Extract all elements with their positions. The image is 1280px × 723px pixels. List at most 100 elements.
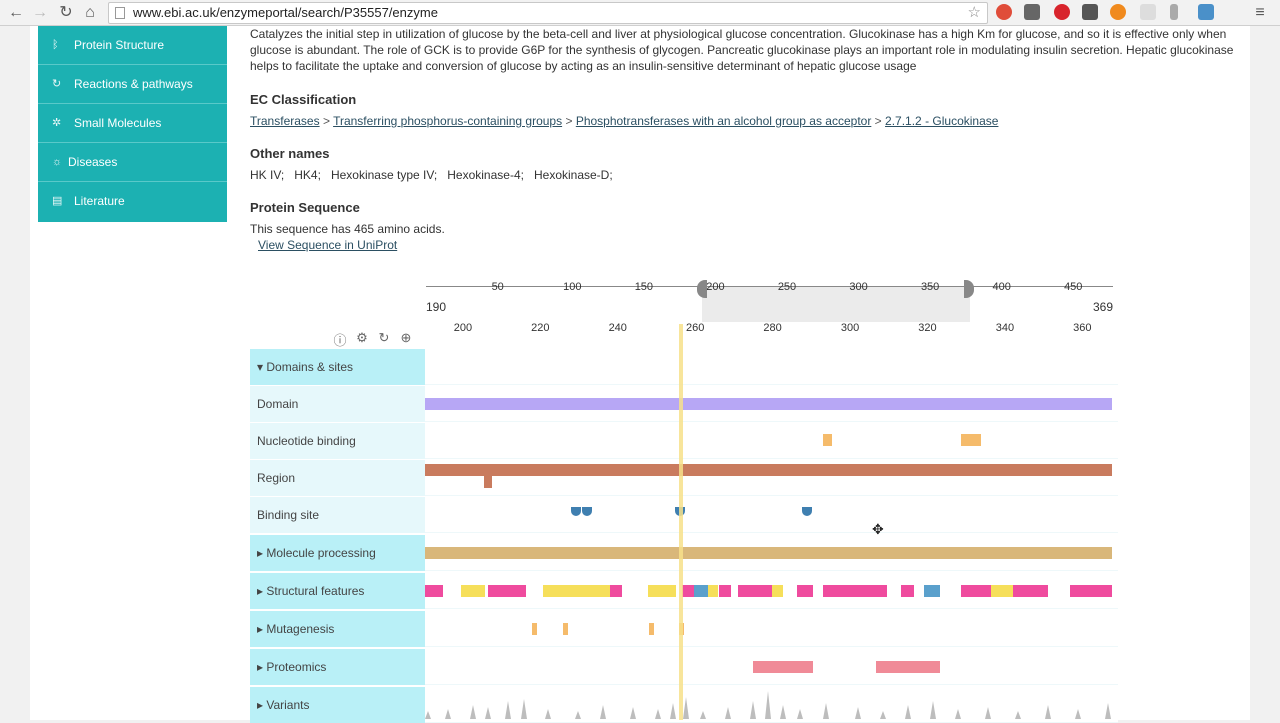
sidebar-item-small-molecules[interactable]: ✲ Small Molecules — [38, 104, 227, 143]
variant-feature[interactable] — [545, 709, 551, 719]
caret-right-icon[interactable]: ▸ — [257, 622, 267, 636]
variant-feature[interactable] — [1045, 705, 1051, 719]
pocket-icon[interactable] — [1082, 4, 1098, 20]
track-row[interactable] — [425, 349, 1118, 385]
structural-feature[interactable] — [1070, 585, 1112, 597]
ec-link-1[interactable]: Transferases — [250, 114, 320, 128]
variant-feature[interactable] — [823, 703, 829, 719]
fire-icon[interactable] — [1110, 4, 1126, 20]
menu-icon[interactable]: ≡ — [1255, 4, 1265, 21]
track-label[interactable]: ▾ Domains & sites — [250, 349, 425, 385]
variant-feature[interactable] — [880, 711, 886, 719]
variant-feature[interactable] — [485, 707, 491, 719]
variant-feature[interactable] — [470, 705, 476, 719]
caret-right-icon[interactable]: ▸ — [257, 546, 267, 560]
structural-feature[interactable] — [682, 585, 694, 597]
structural-feature[interactable] — [924, 585, 940, 597]
forward-icon[interactable]: → — [32, 4, 48, 21]
variant-feature[interactable] — [670, 703, 676, 719]
download-icon[interactable] — [1170, 4, 1178, 20]
reload-icon[interactable]: ↻ — [59, 4, 73, 21]
structural-feature[interactable] — [991, 585, 1013, 597]
structural-feature[interactable] — [823, 585, 887, 597]
address-bar[interactable]: www.ebi.ac.uk/enzymeportal/search/P35557… — [108, 2, 988, 24]
structural-feature[interactable] — [461, 585, 485, 597]
structural-feature[interactable] — [543, 585, 610, 597]
variant-feature[interactable] — [575, 711, 581, 719]
ec-link-4[interactable]: 2.7.1.2 - Glucokinase — [885, 114, 999, 128]
variant-feature[interactable] — [905, 705, 911, 719]
stumbleupon-icon[interactable] — [996, 4, 1012, 20]
ruler-selection[interactable] — [702, 286, 970, 322]
track-label[interactable]: ▸ Proteomics — [250, 649, 425, 685]
track-label[interactable]: ▸ Structural features — [250, 573, 425, 609]
track-label[interactable]: ▸ Molecule processing — [250, 535, 425, 571]
caret-right-icon[interactable]: ▸ — [257, 660, 267, 674]
opera-icon[interactable] — [1054, 4, 1070, 20]
ec-link-3[interactable]: Phosphotransferases with an alcohol grou… — [575, 114, 872, 128]
variant-feature[interactable] — [985, 707, 991, 719]
variant-feature[interactable] — [797, 709, 803, 719]
variant-feature[interactable] — [780, 705, 786, 719]
info-icon[interactable]: ⓘ — [333, 333, 347, 348]
bookmark-star-icon[interactable]: ☆ — [967, 4, 981, 21]
structural-feature[interactable] — [772, 585, 783, 597]
binding-site-feature[interactable] — [802, 507, 812, 516]
structural-feature[interactable] — [719, 585, 731, 597]
translate-icon[interactable] — [1198, 4, 1214, 20]
track-label[interactable]: ▸ Mutagenesis — [250, 611, 425, 647]
structural-feature[interactable] — [901, 585, 914, 597]
structural-feature[interactable] — [738, 585, 772, 597]
overview-ruler[interactable]: 50 100 150 200 250 300 350 400 450 190 369 — [426, 276, 1113, 324]
mutagenesis-feature[interactable] — [532, 623, 537, 635]
variant-feature[interactable] — [725, 707, 731, 719]
variant-feature[interactable] — [1075, 709, 1081, 719]
structural-feature[interactable] — [425, 585, 443, 597]
variant-feature[interactable] — [521, 699, 527, 719]
refresh-icon[interactable]: ↻ — [378, 330, 390, 345]
mutagenesis-feature[interactable] — [649, 623, 654, 635]
track-row[interactable] — [425, 687, 1118, 723]
proteomics-feature[interactable] — [753, 661, 813, 673]
back-icon[interactable]: ← — [8, 4, 24, 21]
sidebar-item-protein-structure[interactable]: ᛒ Protein Structure — [38, 26, 227, 65]
mutagenesis-feature[interactable] — [563, 623, 568, 635]
structural-feature[interactable] — [708, 585, 718, 597]
variant-feature[interactable] — [930, 701, 936, 719]
variant-feature[interactable] — [683, 697, 689, 719]
binding-site-feature[interactable] — [571, 507, 581, 516]
track-row[interactable] — [425, 497, 1118, 533]
molecule-processing-feature[interactable] — [425, 547, 1112, 559]
zoom-icon[interactable]: ⊕ — [400, 330, 412, 345]
range-handle-right[interactable] — [964, 280, 974, 298]
variant-feature[interactable] — [765, 691, 771, 719]
caret-right-icon[interactable]: ▸ — [257, 698, 267, 712]
variant-feature[interactable] — [955, 709, 961, 719]
structural-feature[interactable] — [1013, 585, 1048, 597]
proteomics-feature[interactable] — [876, 661, 940, 673]
variant-feature[interactable] — [630, 707, 636, 719]
caret-right-icon[interactable]: ▸ — [257, 584, 267, 598]
structural-feature[interactable] — [610, 585, 622, 597]
nucleotide-binding-feature[interactable] — [823, 434, 832, 446]
domain-feature[interactable] — [425, 398, 1112, 410]
binding-site-feature[interactable] — [582, 507, 592, 516]
variant-feature[interactable] — [855, 707, 861, 719]
variant-feature[interactable] — [600, 705, 606, 719]
track-row[interactable] — [425, 423, 1118, 459]
structural-feature[interactable] — [648, 585, 676, 597]
home-icon[interactable]: ⌂ — [85, 4, 95, 21]
variant-feature[interactable] — [505, 701, 511, 719]
sidebar-item-diseases[interactable]: ☼ Diseases — [38, 143, 227, 182]
nucleotide-binding-feature[interactable] — [961, 434, 981, 446]
variant-feature[interactable] — [1105, 703, 1111, 719]
variant-feature[interactable] — [425, 711, 431, 719]
extension-icon[interactable] — [1024, 4, 1040, 20]
variant-feature[interactable] — [655, 709, 661, 719]
structural-feature[interactable] — [797, 585, 813, 597]
region-feature[interactable] — [425, 464, 1112, 476]
variant-feature[interactable] — [1015, 711, 1021, 719]
blank-extension-icon[interactable] — [1140, 4, 1156, 20]
caret-down-icon[interactable]: ▾ — [257, 360, 267, 374]
view-sequence-link[interactable]: View Sequence in UniProt — [258, 238, 398, 252]
